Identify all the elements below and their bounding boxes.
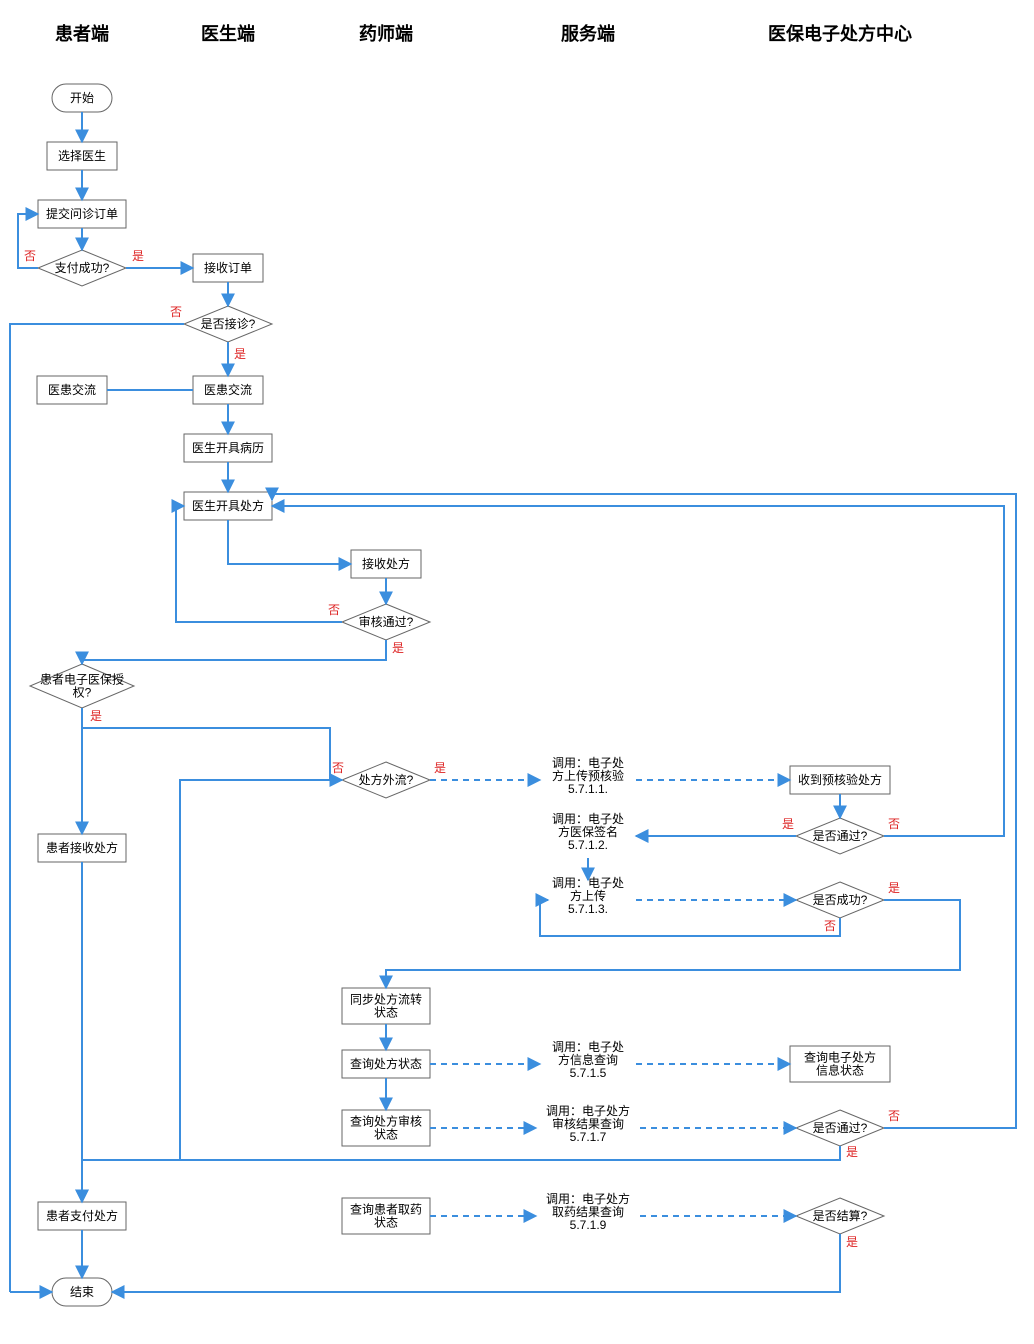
node-label-query_pickup: 查询患者取药 <box>350 1203 422 1217</box>
call-label-upload: 5.7.1.3. <box>568 902 608 916</box>
lane-title-server: 服务端 <box>561 23 615 44</box>
node-label-audit_pass: 审核通过? <box>359 614 414 629</box>
node-label-pharm_recv: 接收处方 <box>362 556 410 571</box>
node-label-end: 结束 <box>70 1285 94 1299</box>
yn-label: 否 <box>332 761 344 775</box>
call-label-pickup_query: 调用：电子处方 <box>546 1191 630 1206</box>
lane-headers: 患者端 医生端 药师端 服务端 医保电子处方中心 <box>55 23 912 44</box>
call-label-info_query: 5.7.1.5 <box>570 1066 607 1080</box>
node-label-write_record: 医生开具病历 <box>192 440 264 455</box>
yn-label: 是 <box>782 817 794 831</box>
call-label-upload_precheck: 方上传预核验 <box>552 768 624 783</box>
labels-layer: 开始选择医生提交问诊订单支付成功? 接收订单是否接诊? 医患交流 医患交流医生开具病历… <box>40 91 882 1299</box>
node-label-out_flow: 处方外流? <box>359 772 414 787</box>
node-label-center_success: 是否成功? <box>813 893 868 907</box>
node-label-patient_auth: 权? <box>73 686 92 700</box>
call-label-upload_precheck: 调用：电子处 <box>552 756 624 770</box>
lane-title-patient: 患者端 <box>55 24 109 44</box>
node-label-start: 开始 <box>70 91 94 105</box>
node-label-query_audit: 状态 <box>374 1128 398 1142</box>
yn-label: 是 <box>132 249 144 263</box>
lane-title-center: 医保电子处方中心 <box>768 23 912 44</box>
node-label-sync_status: 同步处方流转 <box>350 992 422 1007</box>
node-label-issue_rx: 医生开具处方 <box>192 498 264 513</box>
call-label-pickup_query: 5.7.1.9 <box>570 1218 607 1232</box>
call-label-audit_query: 5.7.1.7 <box>570 1130 607 1144</box>
node-label-query_info: 查询电子处方 <box>804 1050 876 1065</box>
node-label-center_settle: 是否结算? <box>813 1208 868 1223</box>
yn-label: 是 <box>90 709 102 723</box>
node-label-recv_order: 接收订单 <box>204 260 252 275</box>
call-label-upload: 方上传 <box>570 888 606 903</box>
yn-label: 是 <box>234 347 246 361</box>
node-label-recv_precheck: 收到预核验处方 <box>798 772 882 787</box>
yn-label: 否 <box>170 305 182 319</box>
node-label-sync_status: 状态 <box>374 1006 398 1020</box>
yn-label: 是 <box>888 881 900 895</box>
node-label-patient_recv_rx: 患者接收处方 <box>46 840 118 855</box>
lane-title-pharm: 药师端 <box>359 23 413 44</box>
node-label-patient_pay_rx: 患者支付处方 <box>46 1208 118 1223</box>
node-label-query_audit: 查询处方审核 <box>350 1114 422 1129</box>
node-label-query_pickup: 状态 <box>374 1216 398 1230</box>
node-label-submit_order: 提交问诊订单 <box>46 206 118 221</box>
yn-label: 是 <box>846 1145 858 1159</box>
call-label-pickup_query: 取药结果查询 <box>552 1205 624 1219</box>
edges-layer: 否 是 否 是 否 是 是 否 是 <box>10 112 1016 1292</box>
yn-label: 是 <box>846 1235 858 1249</box>
call-label-upload: 调用：电子处 <box>552 876 624 890</box>
call-label-info_query: 调用：电子处 <box>552 1040 624 1054</box>
call-label-sign: 调用：电子处 <box>552 812 624 826</box>
node-label-center_pass2: 是否通过? <box>813 1121 868 1135</box>
call-label-audit_query: 调用：电子处方 <box>546 1103 630 1118</box>
node-label-choose_doctor: 选择医生 <box>58 149 106 163</box>
node-label-chat_patient: 医患交流 <box>48 382 96 397</box>
call-label-info_query: 方信息查询 <box>558 1052 618 1067</box>
node-label-patient_auth: 患者电子医保授 <box>40 672 124 687</box>
node-label-query_info: 信息状态 <box>816 1063 864 1078</box>
call-label-upload_precheck: 5.7.1.1. <box>568 782 608 796</box>
call-label-sign: 5.7.1.2. <box>568 838 608 852</box>
lane-title-doctor: 医生端 <box>201 23 255 44</box>
yn-label: 否 <box>888 1109 900 1123</box>
node-label-chat_doctor: 医患交流 <box>204 382 252 397</box>
yn-label: 否 <box>824 919 836 933</box>
node-label-query_status: 查询处方状态 <box>350 1056 422 1071</box>
yn-label: 否 <box>328 603 340 617</box>
call-label-sign: 方医保签名 <box>558 824 618 839</box>
node-label-center_pass: 是否通过? <box>813 829 868 843</box>
yn-label: 是 <box>392 641 404 655</box>
node-label-accept: 是否接诊? <box>201 316 256 331</box>
yn-label: 否 <box>24 249 36 263</box>
yn-label: 否 <box>888 817 900 831</box>
yn-label: 是 <box>434 761 446 775</box>
node-label-pay_ok: 支付成功? <box>55 261 110 275</box>
call-label-audit_query: 审核结果查询 <box>552 1116 624 1131</box>
